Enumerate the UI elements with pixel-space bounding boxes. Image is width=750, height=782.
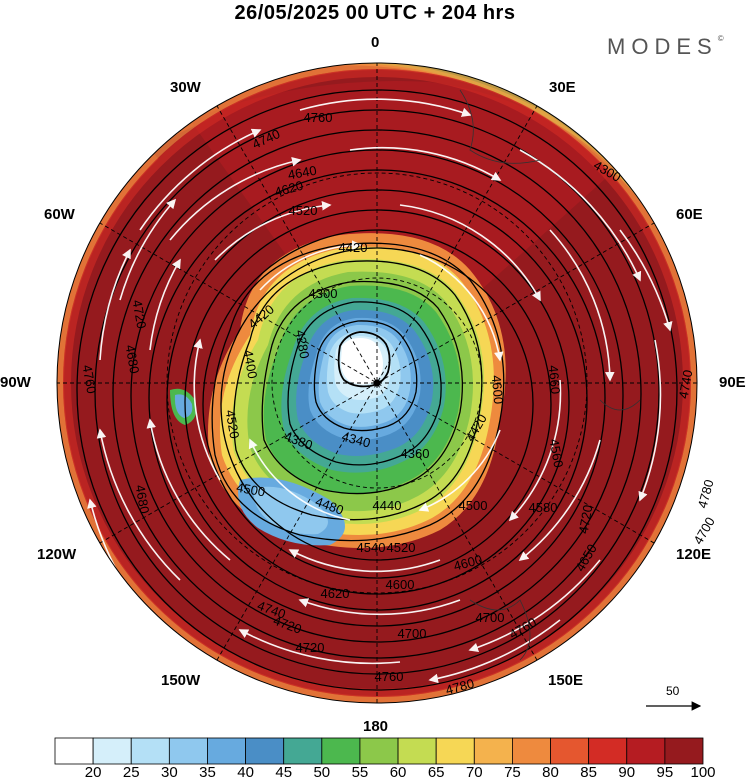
brand-text: MODES bbox=[607, 34, 718, 59]
colorbar-tick-label: 40 bbox=[237, 764, 254, 781]
chart-title: 26/05/2025 00 UTC + 204 hrs bbox=[234, 2, 516, 24]
colorbar-swatch bbox=[54, 737, 94, 765]
contour-label: 4780 bbox=[444, 676, 476, 698]
contour-label: 4420 bbox=[245, 302, 277, 332]
lon-label-180: 180 bbox=[363, 718, 389, 735]
contour-label: 4600 bbox=[386, 577, 415, 592]
contour-label: 4520 bbox=[223, 409, 243, 440]
contour-label: 4650 bbox=[572, 541, 599, 574]
colorbar-tick-label: 65 bbox=[427, 764, 445, 781]
colorbar-tick-label: 70 bbox=[465, 764, 483, 781]
contour-label: 4420 bbox=[462, 411, 489, 444]
colorbar-tick-label: 90 bbox=[618, 764, 636, 781]
contour-label: 4600 bbox=[489, 375, 506, 405]
contour-label: 4600 bbox=[452, 552, 484, 574]
contour-label: 4580 bbox=[529, 500, 558, 515]
contour-label: 4480 bbox=[313, 494, 345, 518]
contour-label: 4680 bbox=[123, 344, 143, 375]
contour-label: 4720 bbox=[271, 613, 303, 637]
lon-label-120w: 120W bbox=[37, 546, 77, 563]
colorbar-tick-label: 100 bbox=[690, 764, 716, 781]
colorbar-tick-label: 30 bbox=[161, 764, 178, 781]
colorbar-swatch bbox=[283, 737, 323, 765]
colorbar-tick-label: 85 bbox=[580, 764, 597, 781]
map-border bbox=[56, 62, 698, 704]
colorbar-tick-label: 60 bbox=[389, 764, 407, 781]
contour-label: 4720 bbox=[130, 299, 150, 330]
contour-label: 4760 bbox=[304, 110, 333, 125]
north-pole-marker bbox=[373, 379, 381, 387]
colorbar-swatch bbox=[664, 737, 704, 765]
lon-label-30w: 30W bbox=[170, 79, 201, 96]
lon-label-90w: 90W bbox=[0, 374, 31, 391]
colorbar bbox=[54, 737, 704, 765]
lon-label-0: 0 bbox=[371, 34, 380, 51]
contour-label: 4760 bbox=[80, 364, 100, 395]
lon-label-30e: 30E bbox=[549, 79, 576, 96]
colorbar-tick-label: 80 bbox=[542, 764, 559, 781]
lon-label-60e: 60E bbox=[676, 206, 703, 223]
contour-label: 4280 bbox=[293, 329, 313, 360]
contour-label: 4520 bbox=[289, 203, 318, 218]
contour-label: 4500 bbox=[459, 498, 488, 513]
colorbar-tick-label: 75 bbox=[504, 764, 521, 781]
contour-label: 4700 bbox=[398, 626, 427, 641]
lon-label-150w: 150W bbox=[161, 672, 201, 689]
contour-label: 4420 bbox=[339, 240, 368, 255]
colorbar-tick-label: 95 bbox=[656, 764, 674, 781]
contour-label: 4740 bbox=[250, 126, 283, 152]
contour-label: 4680 bbox=[133, 484, 153, 515]
colorbar-swatch bbox=[130, 737, 170, 765]
contour-label: 4380 bbox=[282, 429, 314, 453]
contour-label: 4700 bbox=[690, 514, 717, 547]
colorbar-swatch bbox=[321, 737, 361, 765]
contour-label: 4440 bbox=[373, 498, 402, 513]
colorbar-swatch bbox=[550, 737, 590, 765]
contour-label: 4300 bbox=[591, 157, 624, 184]
colorbar-tick-label: 35 bbox=[199, 764, 216, 781]
colorbar-tick-label: 50 bbox=[313, 764, 331, 781]
contour-label: 4780 bbox=[695, 478, 717, 510]
colorbar-swatch bbox=[92, 737, 132, 765]
contour-label: 4620 bbox=[273, 178, 305, 200]
reference-vector-label: 50 bbox=[666, 684, 680, 698]
colorbar-swatch bbox=[435, 737, 475, 765]
contour-label: 4660 bbox=[546, 365, 563, 395]
humidity-field bbox=[57, 63, 697, 703]
lon-label-150e: 150E bbox=[548, 672, 584, 689]
colorbar-tick-label: 25 bbox=[122, 764, 140, 781]
brand-logo: MODES© bbox=[607, 34, 724, 60]
colorbar-tick-label: 55 bbox=[351, 764, 369, 781]
reference-vector-arrow bbox=[646, 701, 702, 711]
contour-label: 4500 bbox=[235, 480, 266, 500]
colorbar-swatch bbox=[359, 737, 399, 765]
contour-label: 4760 bbox=[506, 614, 539, 641]
contour-label: 4720 bbox=[296, 640, 325, 655]
contour-label: 4740 bbox=[676, 369, 696, 400]
contour-label: 4540 bbox=[357, 540, 386, 555]
contour-label: 4760 bbox=[375, 669, 404, 684]
lon-label-60w: 60W bbox=[44, 206, 75, 223]
contour-label: 4340 bbox=[340, 429, 372, 451]
contour-label: 4720 bbox=[576, 504, 596, 535]
colorbar-swatch bbox=[588, 737, 628, 765]
colorbar-tick-label: 20 bbox=[84, 764, 102, 781]
contour-label: 4300 bbox=[309, 286, 338, 301]
contour-label: 4400 bbox=[241, 349, 261, 380]
colorbar-swatch bbox=[207, 737, 246, 765]
colorbar-labels: 20 25 30 35 40 45 50 55 60 65 70 75 80 85 90 95 100 bbox=[0, 764, 750, 782]
contour-label: 4360 bbox=[401, 446, 430, 461]
contour-label: 4700 bbox=[476, 610, 505, 625]
colorbar-tick-label: 45 bbox=[275, 764, 293, 781]
contour-label: 4620 bbox=[321, 586, 350, 601]
lon-label-120e: 120E bbox=[676, 546, 712, 563]
contour-label: 4640 bbox=[287, 163, 318, 183]
lon-label-90e: 90E bbox=[719, 374, 746, 391]
contour-label: 4520 bbox=[387, 540, 416, 555]
contour-label: 4560 bbox=[547, 438, 567, 469]
brand-mark: © bbox=[717, 34, 724, 43]
